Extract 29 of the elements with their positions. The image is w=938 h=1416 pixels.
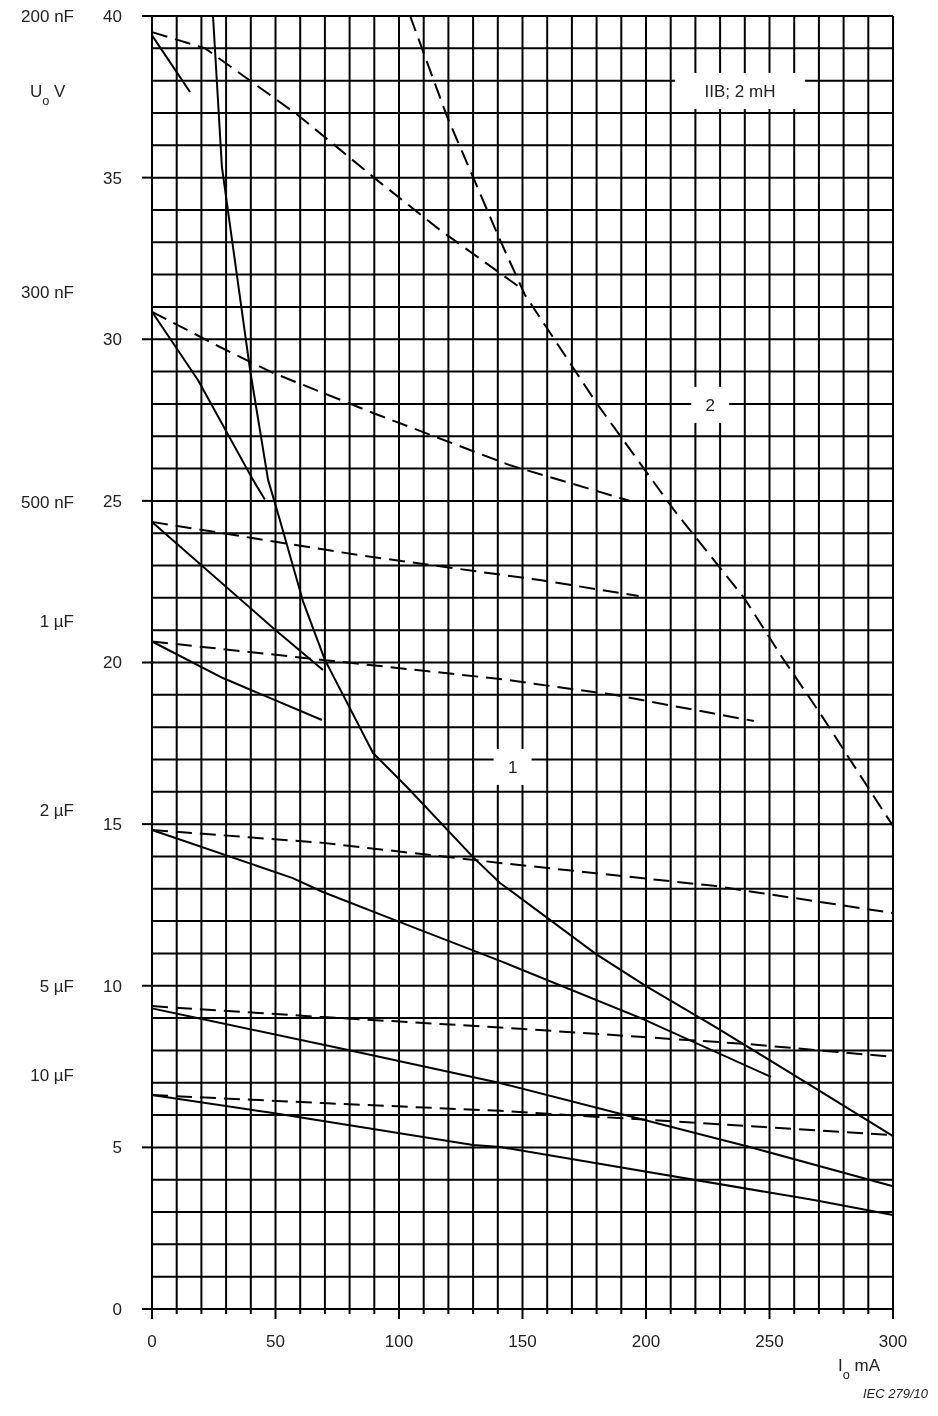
y-tick-label: 35 xyxy=(103,168,122,188)
x-tick-label: 200 xyxy=(631,1332,661,1351)
y-tick-label: 25 xyxy=(103,491,122,511)
annotation: 1 xyxy=(507,757,518,777)
y-tick-label: 0 xyxy=(112,1299,122,1319)
y-tick-label: 20 xyxy=(103,653,122,673)
text: 5 µF xyxy=(39,977,74,997)
text: 500 nF xyxy=(21,492,74,512)
y-tick-label: 5 xyxy=(112,1138,122,1158)
x-tick-label: 0 xyxy=(147,1332,157,1351)
text: 1 µF xyxy=(39,612,74,632)
text: IEC 279/10 xyxy=(862,1386,929,1401)
x-tick-label: 150 xyxy=(508,1332,537,1351)
text: 2 µF xyxy=(39,800,74,820)
y-tick-label: 15 xyxy=(103,815,122,835)
y-axis-title: U$_{o}$ V xyxy=(30,81,67,108)
text: 200 nF xyxy=(21,6,74,26)
y-tick-label: 10 xyxy=(103,976,122,996)
annotation: 2 xyxy=(705,395,715,415)
text: 300 nF xyxy=(21,282,74,302)
y-tick-label: 40 xyxy=(103,6,122,26)
x-tick-label: 300 xyxy=(878,1332,908,1351)
x-tick-label: 250 xyxy=(755,1332,784,1351)
x-tick-label: 50 xyxy=(266,1332,285,1351)
x-tick-label: 100 xyxy=(384,1332,414,1351)
y-tick-label: 30 xyxy=(103,330,122,350)
x-axis-title: I$_{o}$ mA xyxy=(838,1356,881,1382)
annotation: IIB; 2 mH xyxy=(704,81,776,101)
text: 10 µF xyxy=(30,1065,74,1085)
